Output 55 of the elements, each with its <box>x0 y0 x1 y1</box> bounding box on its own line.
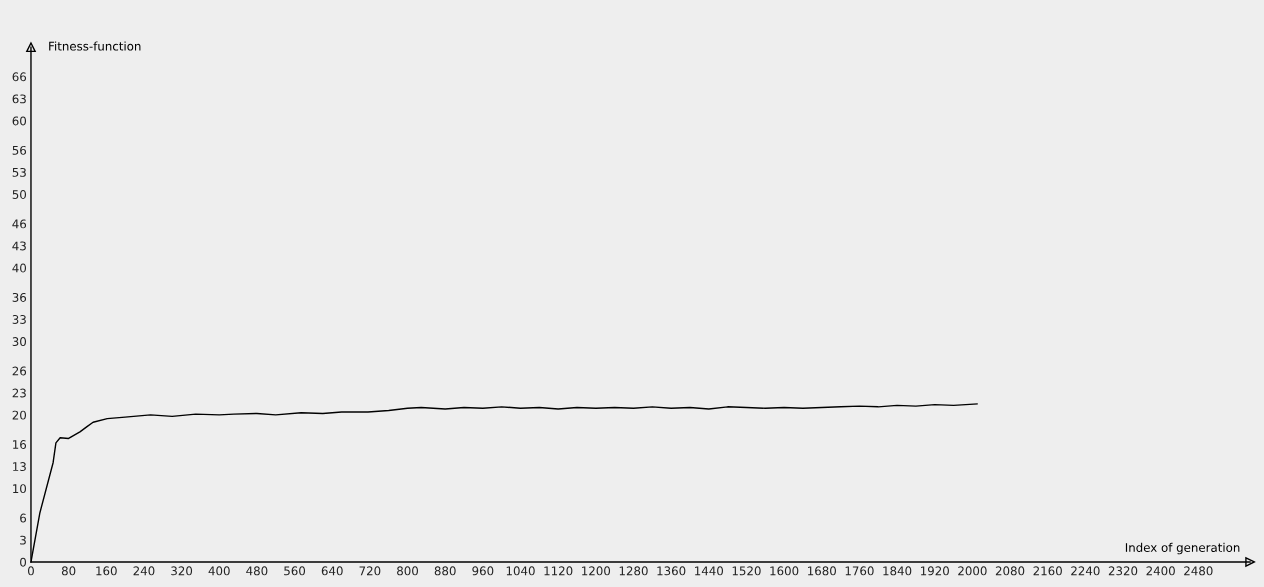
y-tick-label: 10 <box>13 484 27 494</box>
x-tick-label: 1840 <box>883 566 912 576</box>
y-tick-label: 30 <box>12 337 27 347</box>
x-tick-label: 2400 <box>1146 566 1175 576</box>
y-tick-label: 13 <box>13 462 26 472</box>
x-tick-label: 2000 <box>958 566 987 576</box>
y-tick-label: 0 <box>20 557 27 567</box>
x-tick-label: 400 <box>208 566 230 576</box>
x-tick-label: 480 <box>246 566 268 576</box>
x-tick-label: 1520 <box>732 566 761 576</box>
x-tick-label: 1120 <box>544 566 573 576</box>
y-tick-label: 23 <box>12 388 26 398</box>
y-tick-label: 66 <box>12 72 27 82</box>
x-tick-label: 1040 <box>506 566 535 576</box>
x-tick-label: 1280 <box>619 566 648 576</box>
y-axis-title: Fitness-function <box>49 41 141 51</box>
x-tick-label: 1200 <box>582 566 611 576</box>
y-tick-label: 53 <box>12 167 26 177</box>
x-tick-label: 1920 <box>921 566 949 576</box>
x-tick-label: 1440 <box>695 566 724 576</box>
x-tick-label: 800 <box>397 566 419 576</box>
y-tick-label: 50 <box>12 190 27 199</box>
y-tick-label: 36 <box>12 292 27 302</box>
x-tick-label: 880 <box>434 566 456 576</box>
x-tick-label: 80 <box>61 566 76 576</box>
x-tick-label: 960 <box>472 566 494 576</box>
x-axis-title: Index of generation <box>1125 542 1240 555</box>
x-tick-label: 0 <box>27 566 34 576</box>
y-tick-label: 16 <box>13 440 27 449</box>
x-tick-label: 2240 <box>1071 566 1100 576</box>
y-tick-label: 33 <box>12 315 26 324</box>
y-tick-label: 60 <box>12 116 27 126</box>
y-tick-label: 26 <box>12 366 27 376</box>
x-tick-label: 1680 <box>808 566 836 576</box>
x-tick-label: 2160 <box>1033 566 1062 576</box>
y-tick-label: 63 <box>12 94 26 104</box>
x-tick-label: 640 <box>321 566 343 576</box>
y-tick-label: 43 <box>12 241 26 251</box>
y-tick-label: 3 <box>20 535 26 545</box>
x-tick-label: 1360 <box>657 566 686 576</box>
x-tick-label: 720 <box>359 566 381 576</box>
x-tick-label: 1600 <box>770 566 799 576</box>
y-tick-label: 6 <box>20 513 27 523</box>
y-tick-label: 46 <box>12 219 27 229</box>
x-tick-label: 2480 <box>1184 566 1213 576</box>
x-tick-label: 1760 <box>845 566 874 576</box>
y-tick-label: 56 <box>12 145 27 155</box>
x-tick-label: 2320 <box>1108 566 1138 576</box>
x-tick-label: 2080 <box>995 566 1025 576</box>
x-tick-label: 560 <box>284 566 306 576</box>
y-tick-label: 20 <box>12 410 27 420</box>
x-tick-label: 240 <box>133 566 155 576</box>
x-tick-label: 160 <box>96 566 117 576</box>
x-tick-label: 320 <box>171 566 193 576</box>
y-tick-label: 40 <box>12 263 27 273</box>
